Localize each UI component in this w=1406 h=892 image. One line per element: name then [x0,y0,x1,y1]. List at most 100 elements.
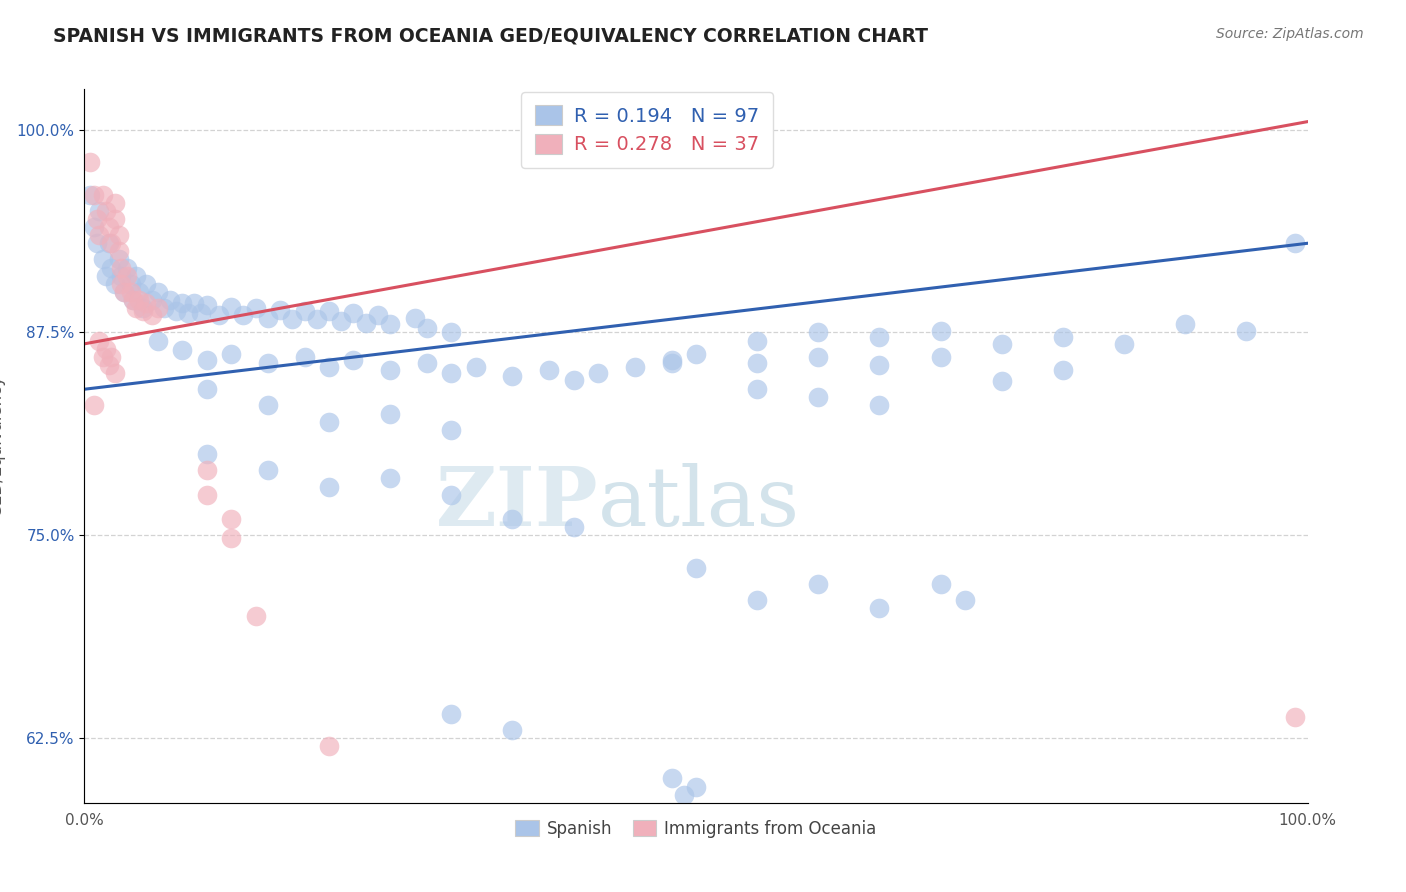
Point [1052,330,1074,344]
Point [100,236,122,251]
Point [208,308,231,322]
Point [342,353,364,368]
Point [232,308,254,322]
Point [354,316,377,330]
Point [97,220,120,235]
Point [807,390,830,404]
Point [257,399,280,413]
Point [661,772,683,786]
Point [115,260,138,275]
Point [125,301,148,315]
Point [107,252,129,267]
Point [502,512,524,526]
Point [464,359,486,374]
Point [135,277,157,291]
Point [440,488,463,502]
Point [318,479,340,493]
Point [219,512,242,526]
Point [318,415,340,429]
Point [1284,236,1306,251]
Point [122,293,145,307]
Point [281,312,304,326]
Point [112,285,135,299]
Point [929,577,952,591]
Point [807,326,830,340]
Point [807,577,830,591]
Point [294,304,316,318]
Point [96,268,118,283]
Point [219,532,242,546]
Text: SPANISH VS IMMIGRANTS FROM OCEANIA GED/EQUIVALENCY CORRELATION CHART: SPANISH VS IMMIGRANTS FROM OCEANIA GED/E… [53,27,928,45]
Point [380,363,402,377]
Point [440,706,463,721]
Point [86,211,108,226]
Point [747,382,769,396]
Point [96,203,118,218]
Point [661,353,683,368]
Point [219,346,242,360]
Point [330,314,353,328]
Point [245,301,267,315]
Point [586,366,609,380]
Point [219,300,242,314]
Point [502,369,524,384]
Point [416,356,439,370]
Point [1114,336,1136,351]
Point [195,382,218,396]
Point [190,306,212,320]
Point [380,471,402,485]
Point [440,326,463,340]
Point [245,609,267,624]
Legend: Spanish, Immigrants from Oceania: Spanish, Immigrants from Oceania [509,814,883,845]
Point [685,560,707,574]
Point [318,739,340,753]
Point [107,228,129,243]
Point [685,346,707,360]
Point [110,260,132,275]
Point [869,358,891,372]
Point [502,723,524,737]
Point [440,366,463,380]
Point [624,359,647,374]
Point [91,187,114,202]
Point [294,350,316,364]
Point [86,236,108,251]
Point [183,296,205,310]
Y-axis label: GED/Equivalency: GED/Equivalency [0,375,6,517]
Point [257,356,280,370]
Point [380,407,402,421]
Point [342,306,364,320]
Point [672,788,695,802]
Point [104,211,127,226]
Point [807,350,830,364]
Point [97,358,120,372]
Point [305,312,328,326]
Point [132,301,155,315]
Point [257,463,280,477]
Point [869,399,891,413]
Text: Source: ZipAtlas.com: Source: ZipAtlas.com [1216,27,1364,41]
Point [132,304,155,318]
Point [195,353,218,368]
Point [97,236,120,251]
Point [747,593,769,607]
Point [141,308,163,322]
Point [100,350,122,364]
Point [538,363,561,377]
Point [1236,324,1258,338]
Point [195,447,218,461]
Point [318,304,340,318]
Point [104,366,127,380]
Point [172,343,194,358]
Point [195,298,218,312]
Point [195,463,218,477]
Point [562,520,585,534]
Point [110,268,132,283]
Point [120,285,142,299]
Point [440,423,463,437]
Point [257,310,280,325]
Point [128,285,150,299]
Point [159,293,181,307]
Point [146,301,169,315]
Point [661,356,683,370]
